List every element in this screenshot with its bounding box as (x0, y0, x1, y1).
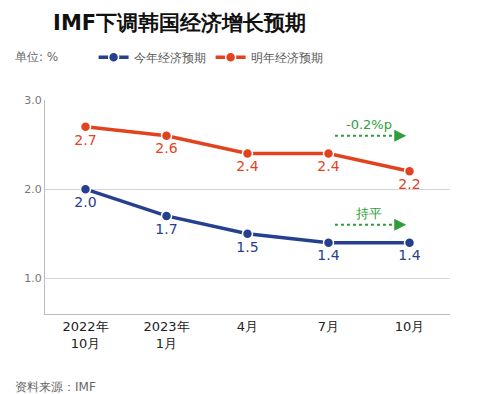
svg-text:2022年10月: 2022年10月 (62, 319, 108, 351)
svg-text:1.0: 1.0 (24, 272, 42, 285)
svg-text:1.4: 1.4 (317, 247, 339, 263)
svg-text:今年经济预期: 今年经济预期 (134, 51, 206, 65)
svg-text:2.4: 2.4 (236, 158, 258, 174)
svg-text:2.0: 2.0 (24, 183, 42, 196)
svg-text:3.0: 3.0 (24, 94, 42, 107)
svg-text:2.4: 2.4 (317, 158, 339, 174)
svg-text:资料来源：IMF: 资料来源：IMF (15, 380, 96, 394)
svg-text:1.5: 1.5 (236, 239, 258, 255)
svg-text:IMF下调韩国经济增长预期: IMF下调韩国经济增长预期 (53, 11, 306, 35)
svg-text:1.4: 1.4 (398, 247, 420, 263)
svg-text:明年经济预期: 明年经济预期 (251, 51, 323, 65)
svg-text:-0.2%p: -0.2%p (346, 117, 392, 132)
svg-text:2.7: 2.7 (74, 132, 96, 148)
svg-text:2.0: 2.0 (74, 194, 96, 210)
svg-text:4月: 4月 (237, 319, 258, 334)
svg-text:单位: %: 单位: % (15, 50, 58, 64)
svg-text:2.6: 2.6 (155, 140, 177, 156)
svg-text:7月: 7月 (318, 319, 339, 334)
svg-text:10月: 10月 (395, 319, 425, 334)
svg-text:2.2: 2.2 (398, 176, 420, 192)
svg-text:1.7: 1.7 (155, 221, 177, 237)
svg-text:2023年1月: 2023年1月 (143, 319, 189, 351)
svg-text:持平: 持平 (356, 206, 382, 221)
